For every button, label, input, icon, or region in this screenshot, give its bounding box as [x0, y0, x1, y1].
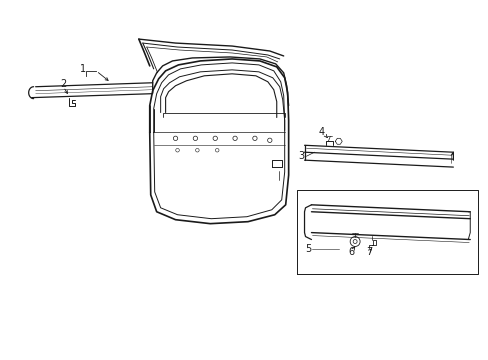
Text: 6: 6 — [347, 247, 353, 257]
Text: 2: 2 — [60, 79, 66, 89]
Text: 7: 7 — [365, 247, 371, 257]
Text: 1: 1 — [80, 64, 86, 74]
Text: 3: 3 — [298, 151, 304, 161]
Text: 5: 5 — [305, 244, 311, 255]
Text: 4: 4 — [318, 127, 324, 138]
